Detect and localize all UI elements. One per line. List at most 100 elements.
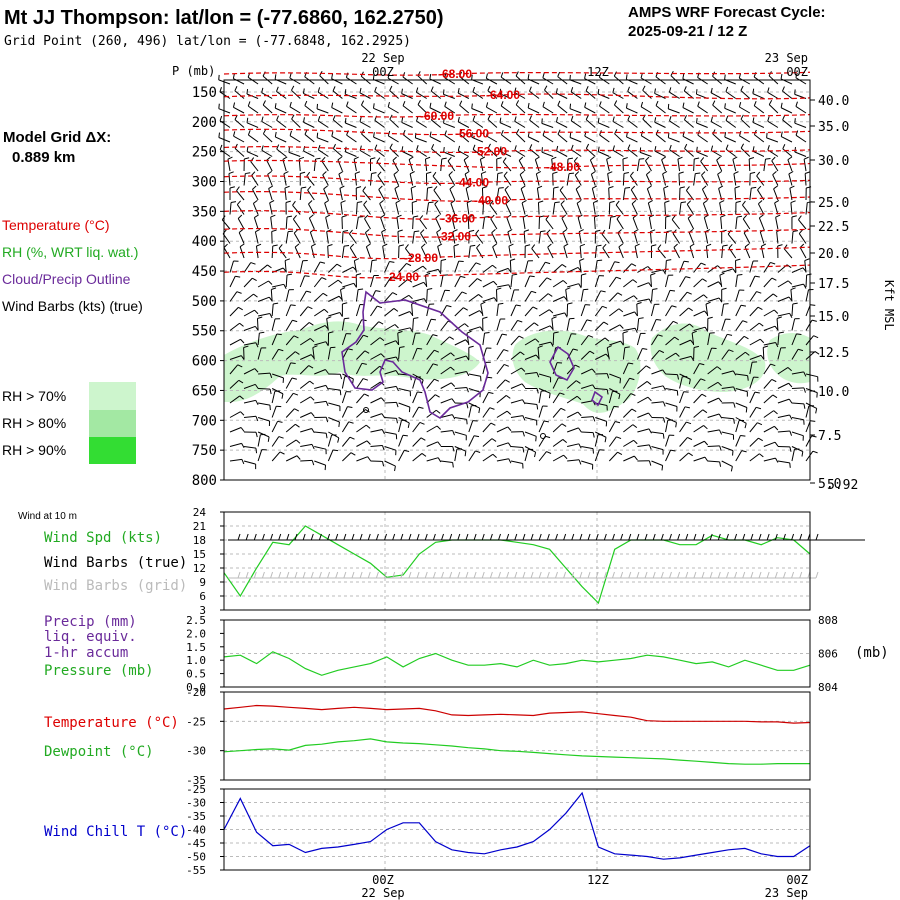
wind-barb-flag [662,170,668,175]
wind-barb-shaft [454,323,465,331]
wind-barb-shaft [349,247,357,259]
wind-barb-shaft [482,453,494,462]
wind-barb-shaft [314,431,327,434]
wind-barb-shaft [580,335,589,346]
wind-barb-flag [525,244,531,247]
legend-rh: RH (%, WRT liq. wat.) [2,244,138,260]
wind-barb-shaft [749,338,761,346]
true-barb-flag [449,533,453,541]
wind-barb-shaft [332,90,343,99]
wind-barb-flag [311,444,315,450]
wind-barb-shaft [271,318,276,331]
wind-barb-shaft [592,202,596,215]
wind-barb-flag [740,85,744,91]
wind-barb-flag [788,382,793,388]
wind-barb-flag [717,381,722,387]
wind-barb-shaft [475,233,484,244]
wind-barb-flag [775,342,779,348]
wind-barb-flag [354,258,360,262]
wind-barb-shaft [721,431,734,436]
wind-barb-shaft [805,202,808,215]
wind-barb-shaft [257,313,270,317]
wind-barb-flag [493,281,498,286]
wind-barb-shaft [374,91,385,99]
wind-barb-flag [427,287,433,291]
true-barb-flag [734,533,738,541]
wind-barb-shaft [651,350,660,360]
wind-barb-shaft [805,373,818,378]
wind-barb-flag [570,87,574,93]
wind-barb-flag [422,265,427,270]
wind-barb-flag [483,200,489,204]
wind-barb-shaft [777,414,790,418]
wind-barb-flag [688,307,693,312]
wind-barb-flag [721,287,727,290]
wind-barb-flag [728,243,733,249]
wind-barb-shaft [285,231,289,244]
wind-barb-shaft [450,202,456,215]
wind-barb-shaft [790,202,793,215]
wind-barb-shaft [258,372,271,375]
wind-barb-flag [788,170,794,175]
wind-barb-flag [299,156,305,160]
wind-barb-shaft [623,439,634,447]
wind-barb-flag [617,451,623,456]
wind-barb-shaft [480,304,484,317]
rh70-region [224,321,480,402]
wind-barb-shaft [340,289,343,302]
wind-barb-flag [238,229,244,233]
wind-barb-shaft [791,431,804,437]
wind-barb-shaft [353,159,357,172]
wind-barb-shaft [392,160,400,172]
wind-barb-flag [669,289,676,292]
wind-barb-shaft [791,402,804,405]
wind-barb-flag [787,280,793,285]
wind-barb-shaft [292,204,301,215]
precip-tick-label: 0.0 [186,681,206,694]
wind-barb-shaft [552,454,564,462]
wind-barb-shaft [693,440,705,447]
wind-barb-shaft [464,173,470,186]
wind-barb-flag [646,171,651,176]
wind-barb-shaft [271,373,284,379]
wind-barb-flag [328,331,334,334]
true-barb-flag [335,533,339,541]
wind-barb-shaft [563,246,568,259]
wind-barb-flag [443,118,445,124]
wind-barb-shaft [328,402,341,407]
wind-barb-shaft [285,216,288,230]
wind-barb-flag [414,230,420,233]
wind-barb-shaft [561,217,568,230]
legend-rh70: RH > 70% [2,388,66,404]
wind-barb-shaft [440,366,451,375]
wind-barb-shaft [782,119,793,128]
wind-barb-flag [508,284,512,290]
wind-barb-flag [747,375,749,381]
wind-barb-flag [285,200,291,203]
wind-barb-shaft [725,120,737,128]
wind-barb-shaft [671,219,680,230]
temperature-contour-label: -40.00 [474,194,508,208]
wind-barb-flag [262,100,266,106]
grid-barb-flag [587,571,591,579]
temperature-contour-label: -28.00 [404,251,438,265]
wind-barb-shaft [496,364,505,375]
wind-barb-shaft [342,452,352,462]
wind-barb-shaft [510,399,523,404]
wind-barb-shaft [476,247,484,259]
wind-barb-flag [770,363,776,367]
wind-barb-shaft [257,347,262,360]
wind-barb-flag [271,229,277,232]
wind-barb-shaft [370,290,377,302]
wind-barb-flag [415,87,419,93]
wind-barb-shaft [538,309,550,317]
wind-barb-shaft [707,347,713,360]
wind-barb-flag [408,156,414,160]
wind-barb-flag [550,341,554,347]
wind-barb-flag [615,200,620,206]
wind-barb-flag [529,275,535,278]
wind-barb-flag [710,145,714,151]
wind-barb-flag [449,185,455,190]
wind-barb-shaft [626,107,638,114]
wind-barb-flag [718,413,723,419]
